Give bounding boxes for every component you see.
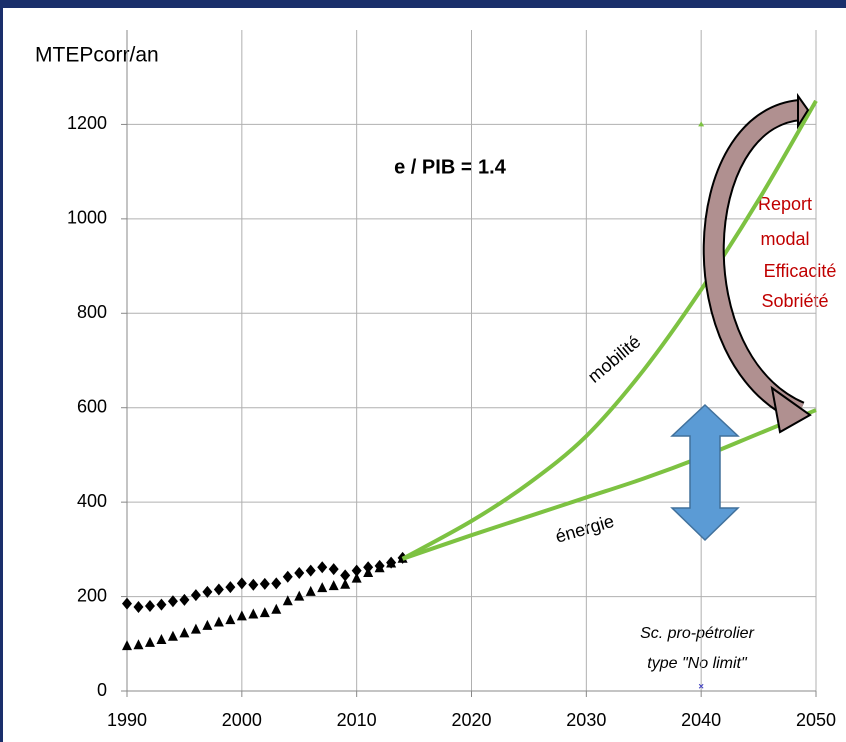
x-tick-label: 2040 bbox=[681, 710, 721, 730]
ratio-annotation: e / PIB = 1.4 bbox=[394, 156, 507, 178]
triangle-marker bbox=[248, 608, 259, 619]
diamond-marker bbox=[144, 600, 155, 613]
lever-label: Sobriété bbox=[761, 291, 828, 311]
y-tick-label: 200 bbox=[77, 585, 107, 605]
triangle-marker bbox=[144, 636, 155, 647]
x-tick-label: 1990 bbox=[107, 710, 147, 730]
triangle-marker bbox=[698, 121, 705, 127]
x-tick-label: 2030 bbox=[566, 710, 606, 730]
triangle-marker bbox=[259, 607, 270, 618]
diamond-marker bbox=[248, 578, 259, 591]
triangle-marker bbox=[271, 603, 282, 614]
diamond-marker bbox=[202, 585, 213, 598]
diamond-marker bbox=[122, 597, 132, 610]
diamond-marker bbox=[179, 593, 190, 606]
triangle-marker bbox=[133, 639, 144, 650]
diamond-marker bbox=[190, 589, 201, 602]
triangle-marker bbox=[328, 580, 339, 591]
diamond-marker bbox=[294, 566, 305, 579]
y-tick-label: 400 bbox=[77, 491, 107, 511]
triangle-marker bbox=[236, 610, 247, 621]
series-line bbox=[401, 99, 818, 561]
diamond-marker bbox=[259, 577, 270, 590]
x-tick-label: 2000 bbox=[222, 710, 262, 730]
lever-label: Report bbox=[758, 194, 812, 214]
x-tick-label: 2020 bbox=[451, 710, 491, 730]
diamond-marker bbox=[236, 577, 247, 590]
diamond-marker bbox=[271, 577, 282, 590]
left-border bbox=[0, 0, 3, 742]
diamond-marker bbox=[328, 563, 339, 576]
curved-arrow bbox=[704, 101, 804, 421]
scenario-label: Sc. pro-pétrolier bbox=[640, 625, 754, 642]
triangle-marker bbox=[363, 566, 374, 577]
y-tick-label: 800 bbox=[77, 302, 107, 322]
triangle-marker bbox=[386, 557, 397, 568]
top-band bbox=[0, 0, 846, 8]
triangle-marker bbox=[202, 619, 213, 630]
triangle-marker bbox=[351, 572, 362, 583]
y-tick-label: 600 bbox=[77, 396, 107, 416]
y-tick-label: 0 bbox=[97, 680, 107, 700]
triangle-marker bbox=[190, 623, 201, 634]
diamond-marker bbox=[351, 564, 362, 577]
energy-label: énergie bbox=[553, 511, 616, 547]
diamond-marker bbox=[156, 598, 167, 611]
diamond-marker bbox=[213, 583, 224, 596]
triangle-marker bbox=[156, 634, 167, 645]
diamond-marker bbox=[167, 595, 178, 608]
diamond-marker bbox=[282, 570, 293, 583]
diamond-marker bbox=[305, 564, 316, 577]
triangle-marker bbox=[213, 616, 224, 627]
lever-label: modal bbox=[760, 229, 809, 249]
triangle-marker bbox=[305, 585, 316, 596]
cross-marker bbox=[698, 683, 704, 689]
curved-arrow-tail bbox=[797, 92, 810, 130]
y-axis-label: MTEPcorr/an bbox=[35, 44, 159, 67]
y-tick-label: 1000 bbox=[67, 208, 107, 228]
triangle-marker bbox=[374, 562, 385, 573]
triangle-marker bbox=[340, 578, 351, 589]
diamond-marker bbox=[133, 600, 144, 613]
plot: 0 200 400 600 800 1000 1200 1990 2000 2010 2020 203… bbox=[67, 30, 836, 730]
scenario-label: type "No limit" bbox=[647, 655, 748, 672]
triangle-marker bbox=[282, 595, 293, 606]
y-tick-label: 1200 bbox=[67, 113, 107, 133]
diamond-marker bbox=[225, 581, 236, 594]
diamond-marker bbox=[317, 561, 328, 574]
x-tick-label: 2050 bbox=[796, 710, 836, 730]
curved-arrow-head bbox=[770, 385, 812, 434]
diamond-marker bbox=[340, 569, 351, 582]
triangle-marker bbox=[225, 614, 236, 625]
double-arrow bbox=[670, 403, 740, 542]
lever-label: Efficacité bbox=[764, 261, 837, 281]
triangle-marker bbox=[122, 640, 132, 651]
triangle-marker bbox=[167, 630, 178, 641]
triangle-marker bbox=[294, 590, 305, 601]
triangle-marker bbox=[179, 627, 190, 638]
series-line bbox=[401, 408, 817, 561]
triangle-marker bbox=[317, 582, 328, 593]
x-tick-label: 2010 bbox=[337, 710, 377, 730]
